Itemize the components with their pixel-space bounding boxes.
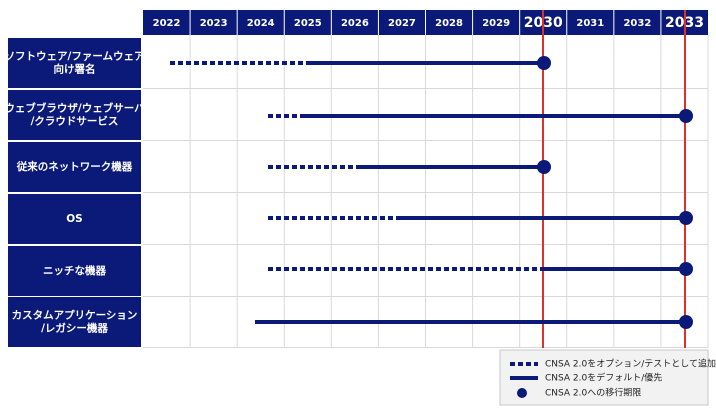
year-label: 2031	[576, 18, 604, 29]
year-label: 2023	[200, 18, 228, 29]
deadline-dot	[679, 315, 693, 329]
legend-label: CNSA 2.0をデフォルト/優先	[545, 372, 662, 384]
deadline-dot	[679, 109, 693, 123]
deadline-dot	[537, 160, 551, 174]
year-header: 2022202320242025202620272028202920302031…	[143, 10, 708, 35]
deadline-dot	[679, 262, 693, 276]
row-label: /レガシー機器	[41, 322, 108, 335]
row-label-box	[8, 194, 141, 244]
row-label-box	[8, 142, 141, 192]
year-label: 2032	[623, 18, 651, 29]
row-label: OS	[66, 213, 83, 225]
row-label-box	[8, 297, 141, 347]
legend-dot	[517, 388, 527, 398]
row-label: /クラウドサービス	[31, 115, 119, 128]
year-label: 2025	[294, 18, 322, 29]
timelines	[170, 56, 693, 329]
rows: ソフトウェア/ファームウェア向け署名ウェブブラウザ/ウェブサーバ/クラウドサービ…	[4, 38, 708, 348]
year-label: 2027	[388, 18, 416, 29]
legend-label: CNSA 2.0への移行期限	[545, 387, 641, 399]
year-label: 2029	[482, 18, 510, 29]
deadline-dot	[537, 56, 551, 70]
grid	[189, 35, 709, 348]
row-label-box	[8, 246, 141, 296]
row-label: 向け署名	[54, 63, 96, 76]
row-label: 従来のネットワーク機器	[16, 160, 133, 173]
row-label: カスタムアプリケーション	[12, 309, 138, 322]
row-label: ニッチな機器	[43, 264, 106, 277]
row-label: ウェブブラウザ/ウェブサーバ	[4, 102, 145, 115]
row-label-box	[8, 90, 141, 140]
year-label: 2022	[153, 18, 181, 29]
row-label: ソフトウェア/ファームウェア	[4, 51, 145, 63]
row-label-box	[8, 38, 141, 88]
deadline-dot	[679, 211, 693, 225]
year-label: 2026	[341, 18, 369, 29]
legend: CNSA 2.0をオプション/テストとして追加 CNSA 2.0をデフォルト/優…	[499, 349, 716, 406]
year-label: 2028	[435, 18, 463, 29]
legend-label: CNSA 2.0をオプション/テストとして追加	[545, 358, 716, 370]
year-label: 2024	[247, 18, 275, 29]
